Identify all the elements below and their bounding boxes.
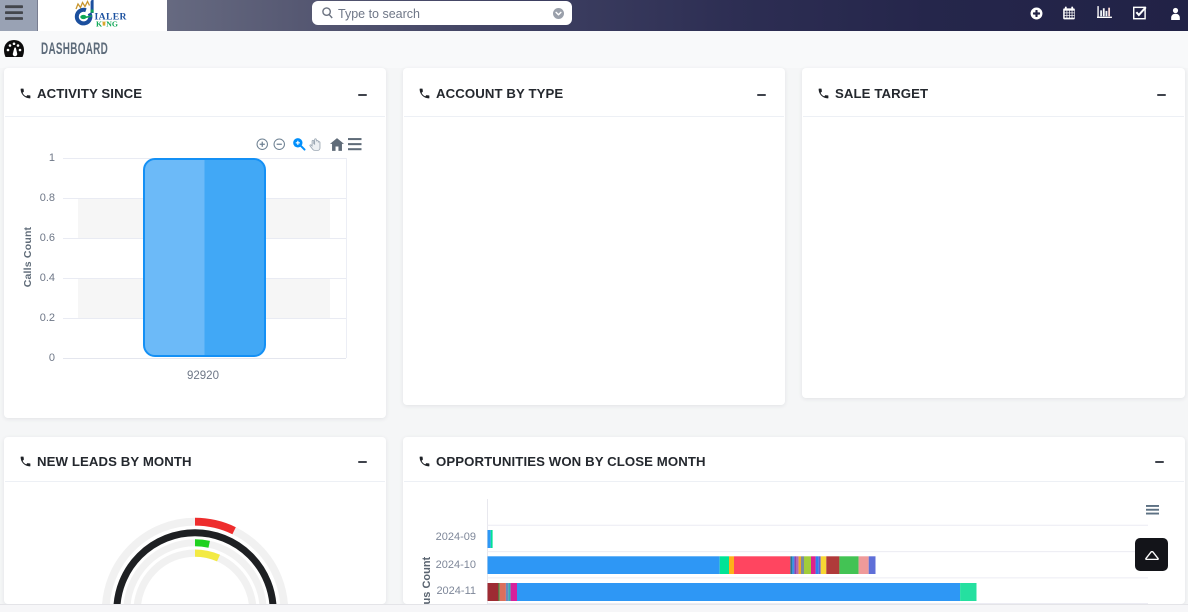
svg-text:IALER: IALER bbox=[95, 12, 128, 23]
svg-text:NG: NG bbox=[106, 19, 118, 28]
svg-text:K: K bbox=[96, 19, 102, 28]
